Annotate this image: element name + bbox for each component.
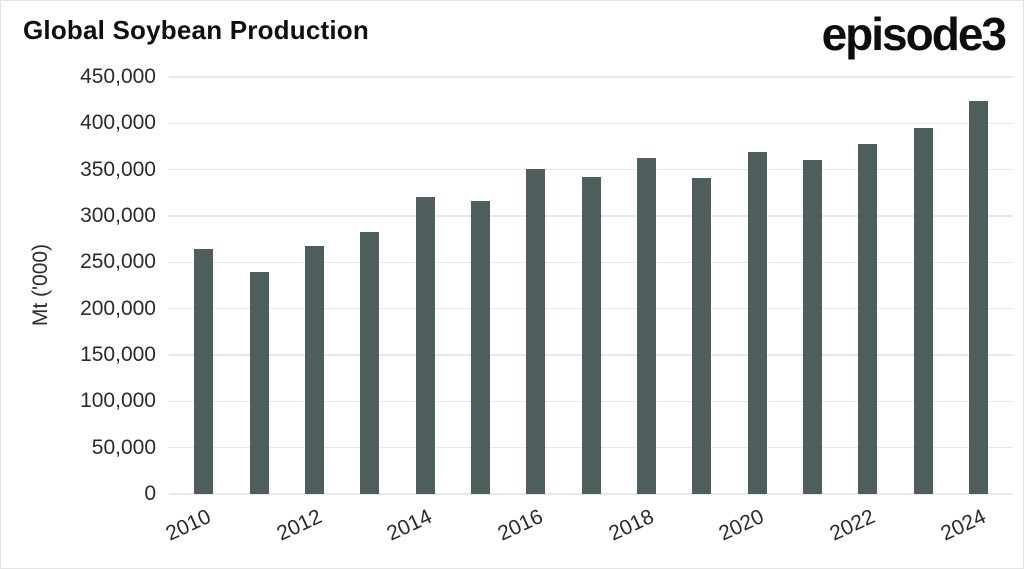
y-tick-label: 100,000 <box>80 389 156 413</box>
plot-area <box>169 76 1013 495</box>
bar-2022 <box>858 143 878 494</box>
bar-2021 <box>802 160 822 494</box>
y-tick-label: 400,000 <box>80 111 156 135</box>
bar-2011 <box>249 271 269 494</box>
bar-2015 <box>470 201 490 494</box>
x-tick-label: 2020 <box>715 505 768 546</box>
episode3-logo: episode3 <box>821 8 1007 60</box>
x-tick-label: 2018 <box>605 505 658 546</box>
y-tick-label: 50,000 <box>91 435 156 459</box>
gridline <box>169 168 1013 171</box>
bar-2019 <box>692 178 712 494</box>
y-tick-label: 200,000 <box>80 296 156 320</box>
bar-2020 <box>747 152 767 494</box>
y-tick-label: 350,000 <box>80 157 156 181</box>
bar-2014 <box>415 196 435 494</box>
gridline <box>169 76 1013 78</box>
x-tick-label: 2014 <box>383 505 436 546</box>
y-axis-title: Mt ('000) <box>29 243 52 327</box>
bar-2017 <box>581 177 601 494</box>
y-tick-label: 0 <box>144 482 156 505</box>
y-tick-label: 450,000 <box>80 65 156 88</box>
bar-2023 <box>913 127 933 494</box>
x-tick-label: 2012 <box>273 505 326 546</box>
bar-2013 <box>360 231 380 494</box>
gridline <box>169 493 1013 495</box>
bar-2016 <box>526 168 546 494</box>
bar-2010 <box>194 249 214 494</box>
x-tick-label: 2016 <box>494 505 547 546</box>
y-tick-label: 150,000 <box>80 343 156 366</box>
gridline <box>169 122 1013 125</box>
x-tick-label: 2010 <box>162 505 215 546</box>
y-tick-label: 250,000 <box>80 250 156 274</box>
x-tick-label: 2024 <box>937 505 990 546</box>
chart-title: Global Soybean Production <box>23 15 369 45</box>
x-tick-label: 2022 <box>826 505 879 546</box>
y-tick-label: 300,000 <box>80 204 156 227</box>
bar-2018 <box>636 157 656 494</box>
bar-2012 <box>304 245 324 494</box>
bar-2024 <box>968 101 988 494</box>
